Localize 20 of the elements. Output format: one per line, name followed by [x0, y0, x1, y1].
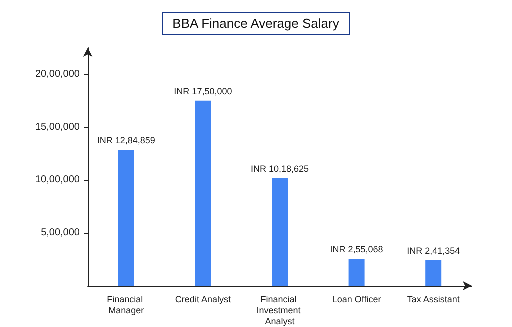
x-tick-label: Financial Investment Analyst: [256, 294, 304, 326]
bar: [272, 178, 288, 286]
data-label: INR 12,84,859: [97, 136, 156, 146]
data-label: INR 10,18,625: [250, 164, 310, 174]
y-tick-label: 10,00,000: [36, 174, 80, 186]
data-label: INR 2,55,068: [330, 244, 384, 255]
chart-title: BBA Finance Average Salary: [172, 16, 340, 31]
x-tick-label: Financial Manager: [107, 294, 146, 316]
bar: [348, 259, 365, 286]
y-tick-label: 15,00,000: [36, 122, 80, 133]
bar: [118, 150, 134, 286]
x-tick-label: Loan Officer: [332, 294, 382, 304]
x-tick-label: Tax Assistant: [407, 294, 460, 304]
bar: [195, 100, 212, 286]
y-tick-label: 5,00,000: [41, 228, 80, 239]
bar: [426, 260, 442, 286]
data-label: INR 17,50,000: [174, 86, 232, 96]
x-tick-label: Credit Analyst: [175, 294, 232, 304]
data-label: INR 2,41,354: [407, 246, 460, 256]
y-tick-label: 20,00,000: [36, 68, 80, 80]
